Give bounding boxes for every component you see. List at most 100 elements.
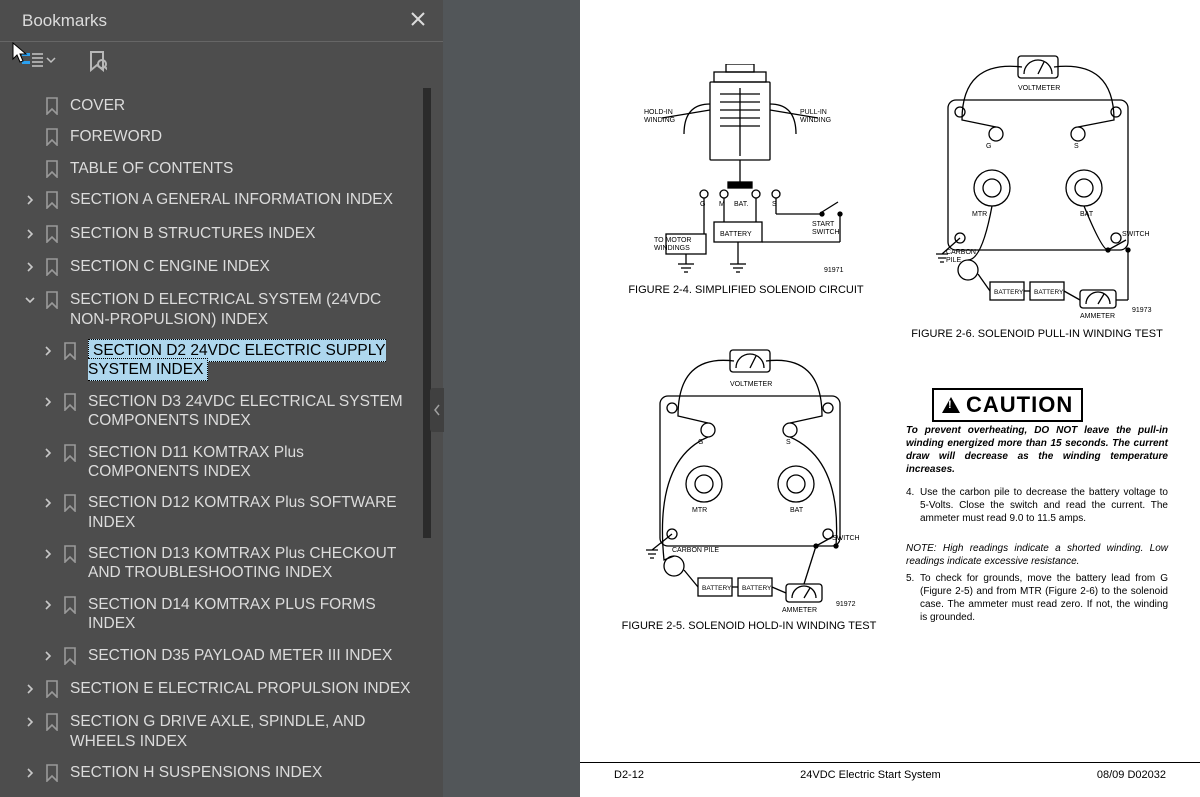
bookmark-item[interactable]: SECTION D2 24VDC ELECTRIC SUPPLY SYSTEM … [0, 335, 443, 386]
bookmark-item[interactable]: SECTION J BRAKE CIRCUIT INDEX [0, 790, 443, 797]
chevron-right-icon[interactable] [36, 595, 60, 616]
bookmark-item[interactable]: SECTION D13 KOMTRAX Plus CHECKOUT AND TR… [0, 538, 443, 589]
bookmark-label: SECTION C ENGINE INDEX [70, 257, 413, 276]
collapse-panel-handle[interactable] [430, 388, 444, 432]
bookmark-icon [60, 544, 80, 563]
bookmark-label: COVER [70, 96, 413, 115]
svg-text:WINDINGS: WINDINGS [654, 245, 690, 252]
svg-text:VOLTMETER: VOLTMETER [730, 381, 772, 388]
chevron-right-icon[interactable] [36, 443, 60, 464]
bookmark-item[interactable]: SECTION A GENERAL INFORMATION INDEX [0, 184, 443, 217]
bookmark-item[interactable]: SECTION D3 24VDC ELECTRICAL SYSTEM COMPO… [0, 386, 443, 437]
svg-text:SWITCH: SWITCH [812, 229, 840, 236]
bookmarks-title: Bookmarks [22, 11, 107, 31]
bookmark-item[interactable]: SECTION D14 KOMTRAX PLUS FORMS INDEX [0, 589, 443, 640]
chevron-right-icon[interactable] [36, 341, 60, 362]
chevron-right-icon[interactable] [18, 257, 42, 278]
pdf-page: G M BAT. S HOLD-INWINDING PULL-INWINDING… [580, 0, 1200, 797]
chevron-right-icon[interactable] [36, 392, 60, 413]
svg-text:AMMETER: AMMETER [1080, 313, 1115, 318]
bookmark-label: TABLE OF CONTENTS [70, 159, 413, 178]
bookmark-label: FOREWORD [70, 127, 413, 146]
warning-triangle-icon [942, 397, 960, 413]
figure-2-5-caption: FIGURE 2-5. SOLENOID HOLD-IN WINDING TES… [614, 620, 884, 632]
bookmark-icon [60, 646, 80, 665]
bookmark-label: SECTION D11 KOMTRAX Plus COMPONENTS INDE… [88, 443, 413, 482]
svg-text:BATTERY: BATTERY [720, 231, 752, 238]
bookmark-icon [60, 443, 80, 462]
svg-text:BATTERY: BATTERY [1034, 289, 1064, 296]
footer-page-num: D2-12 [614, 769, 644, 781]
chevron-right-icon[interactable] [18, 763, 42, 784]
figure-2-6: BATTERY BATTERY VOLTMETER [902, 50, 1172, 320]
bookmark-item[interactable]: SECTION E ELECTRICAL PROPULSION INDEX [0, 673, 443, 706]
svg-text:CARBON PILE: CARBON PILE [672, 547, 719, 554]
bookmark-label: SECTION D ELECTRICAL SYSTEM (24VDC NON-P… [70, 290, 413, 329]
bookmark-item[interactable]: SECTION D12 KOMTRAX Plus SOFTWARE INDEX [0, 487, 443, 538]
svg-text:MTR: MTR [972, 211, 987, 218]
bookmark-item[interactable]: COVER [0, 90, 443, 121]
svg-text:91973: 91973 [1132, 307, 1152, 314]
svg-text:TO MOTOR: TO MOTOR [654, 237, 691, 244]
bookmark-item[interactable]: SECTION D11 KOMTRAX Plus COMPONENTS INDE… [0, 437, 443, 488]
close-icon[interactable] [411, 10, 425, 31]
scrollbar-thumb[interactable] [423, 88, 431, 538]
chevron-right-icon[interactable] [18, 679, 42, 700]
bookmark-icon [42, 224, 62, 243]
bookmark-item[interactable]: SECTION D35 PAYLOAD METER III INDEX [0, 640, 443, 673]
figure-2-4-caption: FIGURE 2-4. SIMPLIFIED SOLENOID CIRCUIT [618, 284, 874, 296]
caution-title: CAUTION [966, 392, 1073, 418]
bookmark-item[interactable]: FOREWORD [0, 121, 443, 152]
chevron-placeholder [18, 127, 42, 129]
svg-text:S: S [772, 201, 777, 208]
svg-text:91972: 91972 [836, 601, 856, 608]
bookmark-item[interactable]: SECTION C ENGINE INDEX [0, 251, 443, 284]
chevron-right-icon[interactable] [36, 544, 60, 565]
chevron-down-icon[interactable] [18, 290, 42, 311]
chevron-placeholder [18, 159, 42, 161]
bookmark-icon [42, 159, 62, 178]
svg-text:BATTERY: BATTERY [702, 585, 732, 592]
chevron-right-icon[interactable] [36, 646, 60, 667]
figure-ref: 91971 [824, 267, 844, 274]
bookmark-label: SECTION B STRUCTURES INDEX [70, 224, 413, 243]
bookmark-tree: COVER FOREWORD TABLE OF CONTENTS SECTION A … [0, 86, 443, 797]
chevron-right-icon[interactable] [18, 190, 42, 211]
figure-2-5: BATTERY BATTERY VOLTMETER GS [614, 340, 884, 620]
chevron-right-icon[interactable] [36, 493, 60, 514]
figure-2-4: G M BAT. S HOLD-INWINDING PULL-INWINDING… [614, 64, 874, 294]
svg-text:SWITCH: SWITCH [832, 535, 860, 542]
chevron-right-icon[interactable] [18, 224, 42, 245]
caution-heading: CAUTION [932, 388, 1083, 422]
bookmark-label: SECTION G DRIVE AXLE, SPINDLE, AND WHEEL… [70, 712, 413, 751]
bookmark-label: SECTION D13 KOMTRAX Plus CHECKOUT AND TR… [88, 544, 413, 583]
bookmark-label: SECTION A GENERAL INFORMATION INDEX [70, 190, 413, 209]
note-text: NOTE: High readings indicate a shorted w… [906, 542, 1168, 568]
find-bookmark-icon[interactable] [86, 50, 108, 72]
bookmark-icon [42, 257, 62, 276]
tree-scrollbar[interactable] [423, 88, 431, 648]
svg-text:WINDING: WINDING [800, 117, 831, 124]
chevron-right-icon[interactable] [18, 712, 42, 733]
bookmark-label: SECTION E ELECTRICAL PROPULSION INDEX [70, 679, 413, 698]
svg-text:BATTERY: BATTERY [742, 585, 772, 592]
svg-text:G: G [986, 143, 991, 150]
bookmark-item[interactable]: TABLE OF CONTENTS [0, 153, 443, 184]
svg-text:SWITCH: SWITCH [1122, 231, 1150, 238]
bookmarks-toolbar [0, 41, 443, 86]
bookmark-icon [42, 679, 62, 698]
svg-text:PILE: PILE [946, 257, 962, 264]
bookmark-icon [42, 127, 62, 146]
svg-text:S: S [786, 439, 791, 446]
bookmark-item[interactable]: SECTION B STRUCTURES INDEX [0, 218, 443, 251]
bookmark-item[interactable]: SECTION G DRIVE AXLE, SPINDLE, AND WHEEL… [0, 706, 443, 757]
bookmark-item[interactable]: SECTION D ELECTRICAL SYSTEM (24VDC NON-P… [0, 284, 443, 335]
footer-title: 24VDC Electric Start System [800, 769, 941, 781]
svg-text:WINDING: WINDING [644, 117, 675, 124]
svg-text:HOLD-IN: HOLD-IN [644, 109, 673, 116]
caution-text: To prevent overheating, DO NOT leave the… [906, 424, 1168, 476]
page-footer: D2-12 24VDC Electric Start System 08/09 … [580, 762, 1200, 781]
bookmark-label: SECTION D12 KOMTRAX Plus SOFTWARE INDEX [88, 493, 413, 532]
bookmark-label: SECTION D3 24VDC ELECTRICAL SYSTEM COMPO… [88, 392, 413, 431]
bookmark-item[interactable]: SECTION H SUSPENSIONS INDEX [0, 757, 443, 790]
